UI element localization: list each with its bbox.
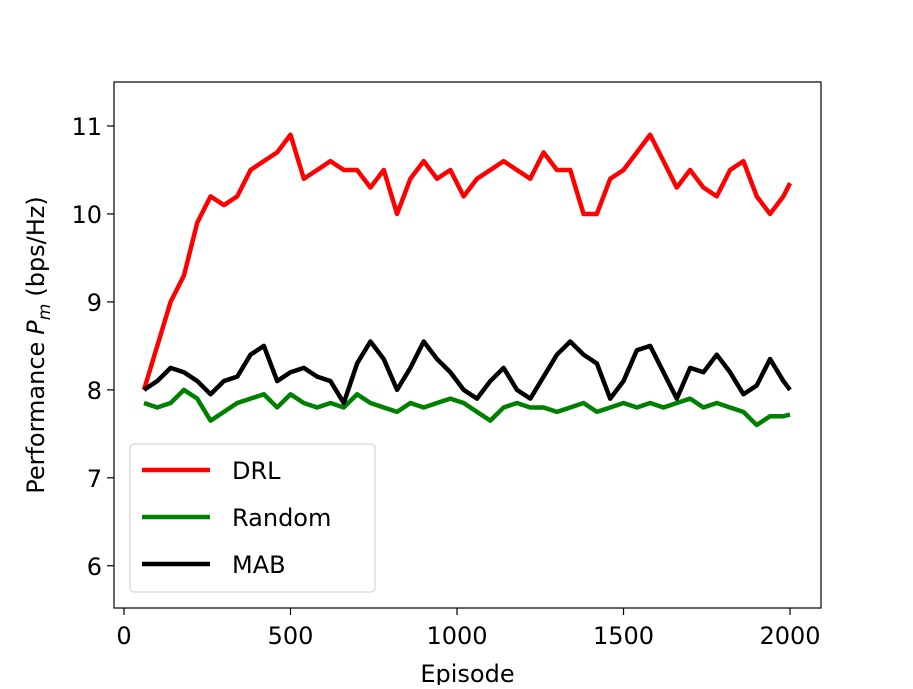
x-tick-label: 500 <box>268 622 314 650</box>
y-tick-label: 6 <box>87 553 102 581</box>
y-tick-label: 9 <box>87 289 102 317</box>
y-axis-label-part: P <box>22 320 50 335</box>
line-series <box>142 339 792 406</box>
x-tick-label: 2000 <box>759 622 820 650</box>
y-tick-label: 11 <box>71 113 102 141</box>
x-tick-label: 1500 <box>593 622 654 650</box>
y-axis-label-part: Performance <box>22 342 50 494</box>
line-series <box>143 387 791 428</box>
y-tick-label: 10 <box>71 201 102 229</box>
y-tick-label: 7 <box>87 465 102 493</box>
legend-label: Random <box>232 504 331 532</box>
legend-label: MAB <box>232 551 286 579</box>
legend-label: DRL <box>232 457 281 485</box>
legend-box <box>129 443 376 593</box>
y-axis-label: Performance Pm (bps/Hz) <box>22 196 55 494</box>
y-axis-label-part: (bps/Hz) <box>22 196 50 296</box>
x-tick-label: 1000 <box>426 622 487 650</box>
line-series <box>141 132 793 391</box>
x-axis-label: Episode <box>420 660 514 685</box>
y-tick-label: 8 <box>87 377 102 405</box>
plot-frame <box>113 81 822 609</box>
x-tick-label: 0 <box>116 622 131 650</box>
y-axis-label-part: m <box>35 304 55 321</box>
